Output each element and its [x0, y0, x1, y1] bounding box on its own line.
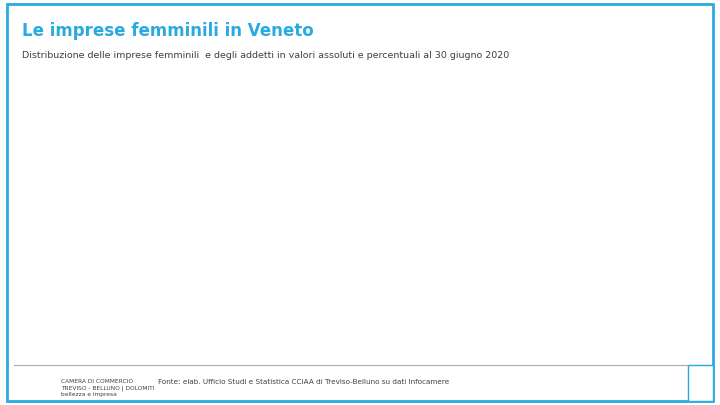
Text: Attività
manifatturiere
49.472
20,7%: Attività manifatturiere 49.472 20,7% — [615, 143, 670, 185]
Text: Altra Industria
164
0,2%: Altra Industria 164 0,2% — [279, 228, 334, 259]
Wedge shape — [529, 188, 603, 266]
Wedge shape — [456, 146, 529, 225]
Text: Distribuzione delle imprese femminili  e degli addetti in valori assoluti e perc: Distribuzione delle imprese femminili e … — [22, 51, 509, 60]
Text: Alloggio e
ristorazione
30.762
16,2%: Alloggio e ristorazione 30.762 16,2% — [446, 286, 492, 328]
Wedge shape — [184, 173, 257, 260]
Wedge shape — [460, 215, 529, 240]
Wedge shape — [527, 215, 582, 288]
Wedge shape — [113, 215, 184, 236]
Text: CAMERA DI COMMERCIO
TREVISO - BELLUNO | DOLOMITI
bellezza e impresa: CAMERA DI COMMERCIO TREVISO - BELLUNO | … — [61, 379, 155, 397]
Wedge shape — [460, 215, 529, 288]
Wedge shape — [456, 215, 529, 239]
Wedge shape — [110, 180, 184, 221]
Text: Agricoltura
13.290
5,6%: Agricoltura 13.290 5,6% — [547, 101, 590, 132]
Wedge shape — [113, 215, 201, 288]
Text: Commercio
21.159
24,0%: Commercio 21.159 24,0% — [233, 286, 276, 317]
Text: Fonte: elab. Ufficio Studi e Statistica CCIAA di Treviso-Belluno su dati Infocam: Fonte: elab. Ufficio Studi e Statistica … — [158, 379, 450, 385]
Title: 88.067 Imprese femminili
di cui: 88.067 Imprese femminili di cui — [104, 59, 264, 81]
Text: Agricoltura
15.093
17,1%: Agricoltura 15.093 17,1% — [235, 114, 277, 145]
Wedge shape — [119, 141, 184, 215]
Text: Commercio
43.412
18,2%: Commercio 43.412 18,2% — [588, 280, 631, 311]
Wedge shape — [529, 141, 598, 215]
Wedge shape — [110, 215, 184, 235]
Text: Attività
manifatturiere
8.035
9,1%: Attività manifatturiere 8.035 9,1% — [281, 173, 337, 215]
Text: 23: 23 — [690, 376, 710, 390]
Text: Servizi alle
imprese
41.601
17,4%: Servizi alle imprese 41.601 17,4% — [390, 213, 432, 256]
Text: Alloggio e
ristorazione
9.339
10,6%: Alloggio e ristorazione 9.339 10,6% — [84, 277, 130, 320]
Wedge shape — [184, 215, 241, 286]
Title: 238.947 Addetti di imprese
femminili di cui: 238.947 Addetti di imprese femminili di … — [444, 59, 614, 81]
Text: Servizi alle
persone
13.714
15,6%: Servizi alle persone 13.714 15,6% — [95, 106, 137, 148]
Text: Altra Industria
431
0,2%: Altra Industria 431 0,2% — [623, 233, 678, 264]
Text: Le imprese femminili in Veneto: Le imprese femminili in Veneto — [22, 22, 313, 40]
Text: Servizi alle
imprese
17.650
20,0%: Servizi alle imprese 17.650 20,0% — [42, 197, 84, 240]
Text: Costruzioni
2.877
3,3%: Costruzioni 2.877 3,3% — [282, 217, 325, 248]
Wedge shape — [184, 141, 245, 215]
Text: Costruzioni
7.604
3,2%: Costruzioni 7.604 3,2% — [626, 223, 669, 254]
Text: Servizi alle
persone
44.320
18,5%: Servizi alle persone 44.320 18,5% — [431, 111, 473, 154]
Wedge shape — [503, 141, 529, 215]
